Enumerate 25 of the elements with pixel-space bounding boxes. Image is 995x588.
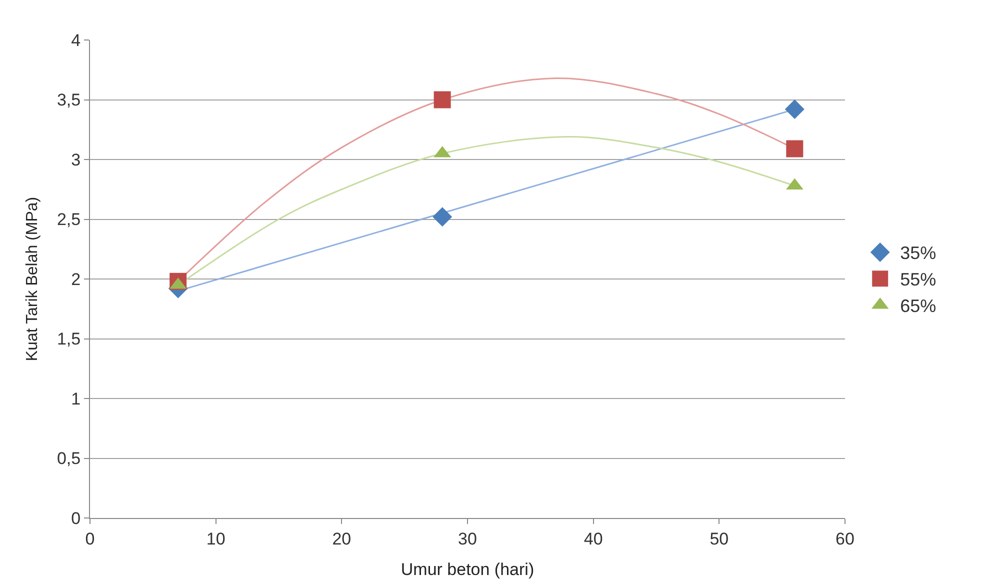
legend-label: 65% [900, 296, 936, 316]
point [432, 207, 452, 227]
y-tick-label: 3,5 [56, 90, 81, 110]
x-tick-label: 20 [332, 529, 352, 548]
y-tick-label: 3 [71, 150, 81, 170]
x-axis-title: Umur beton (hari) [400, 560, 534, 579]
x-tick-label: 0 [85, 529, 95, 548]
legend-label: 35% [900, 243, 936, 264]
y-tick-label: 0,5 [56, 449, 81, 468]
x-tick-label: 60 [836, 529, 854, 548]
x-tick-label: 50 [710, 529, 729, 548]
y-tick-label: 4 [71, 30, 81, 50]
legend-label: 55% [900, 270, 936, 290]
point [784, 100, 804, 120]
y-axis-title: Kuat Tarik Belah (MPa) [24, 196, 41, 362]
point [786, 140, 804, 158]
y-tick-label: 2,5 [56, 210, 81, 230]
point [434, 91, 451, 108]
x-tick-label: 30 [458, 529, 477, 548]
y-tick-label: 0 [71, 508, 81, 528]
x-tick-label: 10 [206, 529, 226, 548]
y-tick-label: 2 [71, 270, 81, 289]
x-tick-label: 40 [584, 529, 603, 548]
y-tick-label: 1 [71, 389, 81, 408]
y-tick-label: 1,5 [56, 330, 81, 349]
